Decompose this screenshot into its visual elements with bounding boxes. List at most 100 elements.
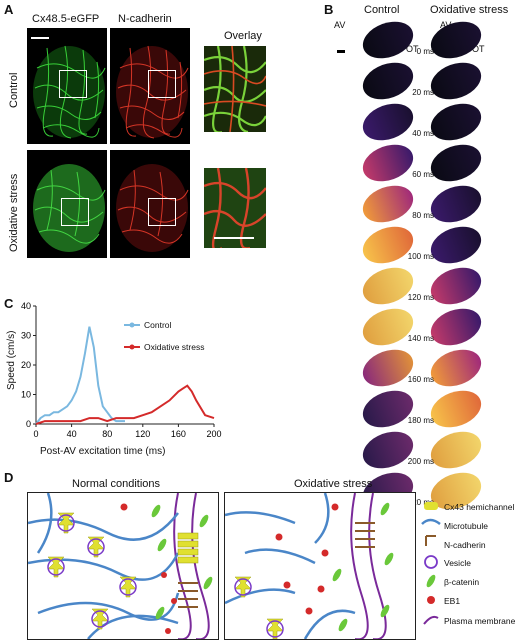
time-label: 180 ms — [407, 416, 434, 425]
beta-catenin-icon — [426, 574, 436, 588]
chart-xlabel: Post-AV excitation time (ms) — [40, 446, 166, 457]
panel-label-d: D — [4, 470, 14, 485]
activation-map-grid — [362, 21, 482, 510]
activation-map-control — [362, 226, 414, 264]
time-label: 60 ms — [412, 170, 434, 179]
b-col-header-control: Control — [364, 4, 400, 16]
x-tick-label: 120 — [135, 429, 150, 439]
micrograph-ncadherin-oxidative — [110, 150, 190, 258]
d-title-normal: Normal conditions — [72, 478, 161, 490]
chart-ylabel: Speed (cm/s) — [6, 330, 17, 390]
activation-map-oxidative — [430, 144, 482, 182]
time-label: 220 ms — [407, 498, 434, 507]
x-tick-label: 0 — [33, 429, 38, 439]
speed-chart: 0 40 80 120 160 200 0 10 20 30 40 — [21, 301, 222, 439]
micrograph-overlay-oxidative — [204, 168, 266, 248]
b-av-label-oxidative: AV — [440, 20, 452, 30]
y-tick-label: 30 — [21, 331, 31, 341]
legend-marker-1 — [129, 344, 135, 350]
x-tick-label: 200 — [206, 429, 221, 439]
roi-box — [61, 198, 89, 226]
activation-map-oxidative — [430, 472, 482, 510]
legend-cx43: Cx43 hemichannel — [444, 502, 515, 512]
activation-map-oxidative — [430, 21, 482, 59]
activation-map-control — [362, 144, 414, 182]
activation-map-oxidative — [430, 226, 482, 264]
micrograph-cx48-oxidative — [27, 150, 107, 258]
time-label: 120 ms — [407, 293, 434, 302]
roi-box — [59, 70, 87, 98]
x-tick-label: 160 — [171, 429, 186, 439]
roi-box — [148, 198, 176, 226]
activation-map-control — [362, 21, 414, 59]
scale-bar — [337, 50, 345, 53]
legend-microtubule: Microtubule — [444, 521, 488, 531]
activation-map-oxidative — [430, 390, 482, 428]
time-label: 140 ms — [407, 334, 434, 343]
time-label: 100 ms — [407, 252, 434, 261]
activation-map-oxidative — [430, 431, 482, 469]
activation-map-control — [362, 390, 414, 428]
activation-map-oxidative — [430, 267, 482, 305]
row-label-control: Control — [8, 72, 20, 108]
activation-map-control — [362, 349, 414, 387]
y-tick-label: 10 — [21, 390, 31, 400]
row-label-oxidative: Oxidative stress — [8, 173, 20, 252]
col-header-ncadherin: N-cadherin — [118, 13, 172, 25]
y-tick-label: 0 — [26, 419, 31, 429]
legend-plasma-membrane: Plasma membrane — [444, 616, 516, 626]
eb1-icon — [427, 596, 435, 604]
plasma-membrane-icon — [423, 615, 439, 625]
panel-label-c: C — [4, 296, 14, 311]
col-header-cx48: Cx48.5-eGFP — [32, 13, 100, 25]
b-col-header-oxidative: Oxidative stress — [430, 4, 509, 16]
diagram-oxidative — [224, 492, 416, 640]
b-ot-label-oxidative: OT — [472, 44, 485, 54]
panel-label-a: A — [4, 2, 14, 17]
activation-map-control — [362, 185, 414, 223]
series-line-1 — [35, 384, 215, 425]
x-tick-label: 40 — [67, 429, 77, 439]
y-tick-label: 40 — [21, 301, 31, 311]
time-label: 80 ms — [412, 211, 434, 220]
col-header-overlay: Overlay — [224, 30, 262, 42]
activation-map-oxidative — [430, 349, 482, 387]
series-line-0 — [35, 326, 125, 425]
activation-map-control — [362, 62, 414, 100]
activation-map-control — [362, 308, 414, 346]
activation-map-oxidative — [430, 185, 482, 223]
activation-map-control — [362, 103, 414, 141]
b-av-label-control: AV — [334, 20, 346, 30]
legend-marker-0 — [129, 322, 135, 328]
time-label: 40 ms — [412, 129, 434, 138]
cx43-icon — [424, 502, 438, 510]
time-label: 200 ms — [407, 457, 434, 466]
legend-beta-catenin: β-catenin — [444, 577, 480, 587]
roi-box — [148, 70, 176, 98]
activation-map-control — [362, 431, 414, 469]
diagram-normal — [27, 492, 219, 640]
legend-eb1: EB1 — [444, 596, 461, 606]
activation-map-control — [362, 267, 414, 305]
time-label: 0 ms — [416, 47, 434, 56]
legend-vesicle: Vesicle — [444, 558, 471, 568]
time-label: 160 ms — [407, 375, 434, 384]
ncadherin-icon — [425, 535, 436, 546]
activation-map-oxidative — [430, 103, 482, 141]
micrograph-ncadherin-control — [110, 28, 190, 144]
activation-map-oxidative — [430, 308, 482, 346]
d-title-oxidative: Oxidative stress — [294, 478, 373, 490]
b-ot-label-control: OT — [406, 44, 419, 54]
micrograph-cx48-control — [27, 28, 107, 144]
micrograph-overlay-control — [204, 46, 266, 132]
legend-oxidative: Oxidative stress — [144, 342, 205, 352]
legend-ncadherin: N-cadherin — [444, 540, 486, 550]
panel-label-b: B — [324, 2, 334, 17]
y-tick-label: 20 — [21, 360, 31, 370]
vesicle-icon — [424, 555, 438, 569]
legend-control: Control — [144, 320, 172, 330]
microtubule-icon — [421, 518, 441, 526]
diagram-legend-icons — [421, 502, 441, 625]
x-tick-label: 80 — [102, 429, 112, 439]
activation-map-oxidative — [430, 62, 482, 100]
